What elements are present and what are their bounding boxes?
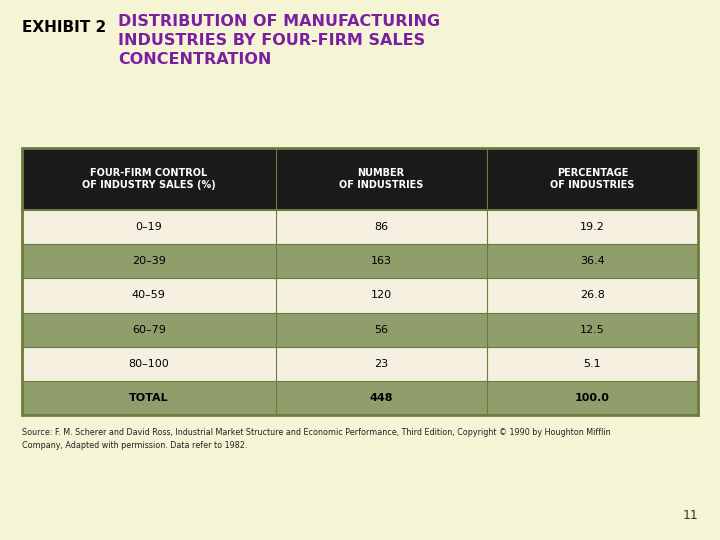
Text: 19.2: 19.2 (580, 222, 605, 232)
Bar (22, 148, 698, 210)
Bar (22, 210, 698, 244)
Bar (22, 347, 698, 381)
Text: 163: 163 (371, 256, 392, 266)
Text: 100.0: 100.0 (575, 393, 610, 403)
Text: 56: 56 (374, 325, 388, 335)
Text: 80–100: 80–100 (128, 359, 169, 369)
Bar (22, 148, 698, 415)
Text: PERCENTAGE
OF INDUSTRIES: PERCENTAGE OF INDUSTRIES (550, 168, 634, 190)
Text: 20–39: 20–39 (132, 256, 166, 266)
Text: 86: 86 (374, 222, 388, 232)
Text: 36.4: 36.4 (580, 256, 605, 266)
Text: EXHIBIT 2: EXHIBIT 2 (22, 20, 107, 35)
Text: 0–19: 0–19 (135, 222, 162, 232)
Text: 60–79: 60–79 (132, 325, 166, 335)
Text: 40–59: 40–59 (132, 291, 166, 300)
Text: NUMBER
OF INDUSTRIES: NUMBER OF INDUSTRIES (339, 168, 423, 190)
Text: 448: 448 (369, 393, 393, 403)
Text: 12.5: 12.5 (580, 325, 605, 335)
Text: 120: 120 (371, 291, 392, 300)
Bar (22, 278, 698, 313)
Text: Source: F. M. Scherer and David Ross, Industrial Market Structure and Economic P: Source: F. M. Scherer and David Ross, In… (22, 428, 611, 449)
Text: FOUR-FIRM CONTROL
OF INDUSTRY SALES (%): FOUR-FIRM CONTROL OF INDUSTRY SALES (%) (82, 168, 215, 190)
Bar (22, 381, 698, 415)
Text: 11: 11 (683, 509, 698, 522)
Text: 26.8: 26.8 (580, 291, 605, 300)
Text: TOTAL: TOTAL (129, 393, 168, 403)
Bar (22, 244, 698, 278)
Text: 23: 23 (374, 359, 388, 369)
Text: DISTRIBUTION OF MANUFACTURING
INDUSTRIES BY FOUR-FIRM SALES
CONCENTRATION: DISTRIBUTION OF MANUFACTURING INDUSTRIES… (118, 14, 440, 68)
Text: 5.1: 5.1 (584, 359, 601, 369)
Bar (22, 313, 698, 347)
